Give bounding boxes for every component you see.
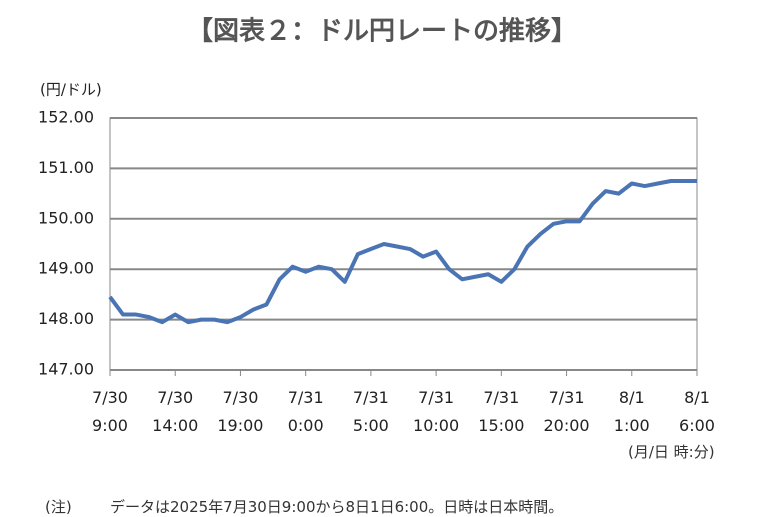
x-tick-label: 7/31 20:00 bbox=[543, 388, 590, 435]
x-tick-label: 8/1 1:00 bbox=[613, 388, 650, 435]
x-tick-label: 7/31 0:00 bbox=[287, 388, 324, 435]
y-axis-label: (円/ドル) bbox=[40, 81, 102, 99]
x-tick-label: 7/30 19:00 bbox=[217, 388, 264, 435]
x-tick-label: 7/31 15:00 bbox=[478, 388, 525, 435]
y-tick-label: 147.00 bbox=[38, 360, 94, 379]
line bbox=[108, 179, 697, 325]
x-tick-label: 8/1 6:00 bbox=[679, 388, 715, 435]
x-axis-label: (月/日 時:分) bbox=[628, 443, 715, 461]
x-tick-label: 7/31 5:00 bbox=[352, 388, 389, 435]
y-tick-label: 150.00 bbox=[38, 208, 94, 227]
note: データは2025年7月30日9:00から8日1日6:00。日時は日本時間。 bbox=[110, 498, 564, 516]
x-tick-label: 7/30 9:00 bbox=[92, 388, 128, 435]
y-tick-label: 149.00 bbox=[38, 259, 94, 278]
y-tick-label: 151.00 bbox=[38, 158, 94, 177]
note-label: (注) bbox=[45, 498, 72, 516]
chart-title: 【図表２：ドル円レートの推移】 bbox=[187, 17, 577, 47]
y-tick-label: 152.00 bbox=[38, 108, 94, 127]
x-tick-label: 7/30 14:00 bbox=[152, 388, 199, 435]
y-tick-label: 148.00 bbox=[38, 309, 94, 328]
x-tick-label: 7/31 10:00 bbox=[413, 388, 460, 435]
plot-area bbox=[109, 117, 698, 371]
